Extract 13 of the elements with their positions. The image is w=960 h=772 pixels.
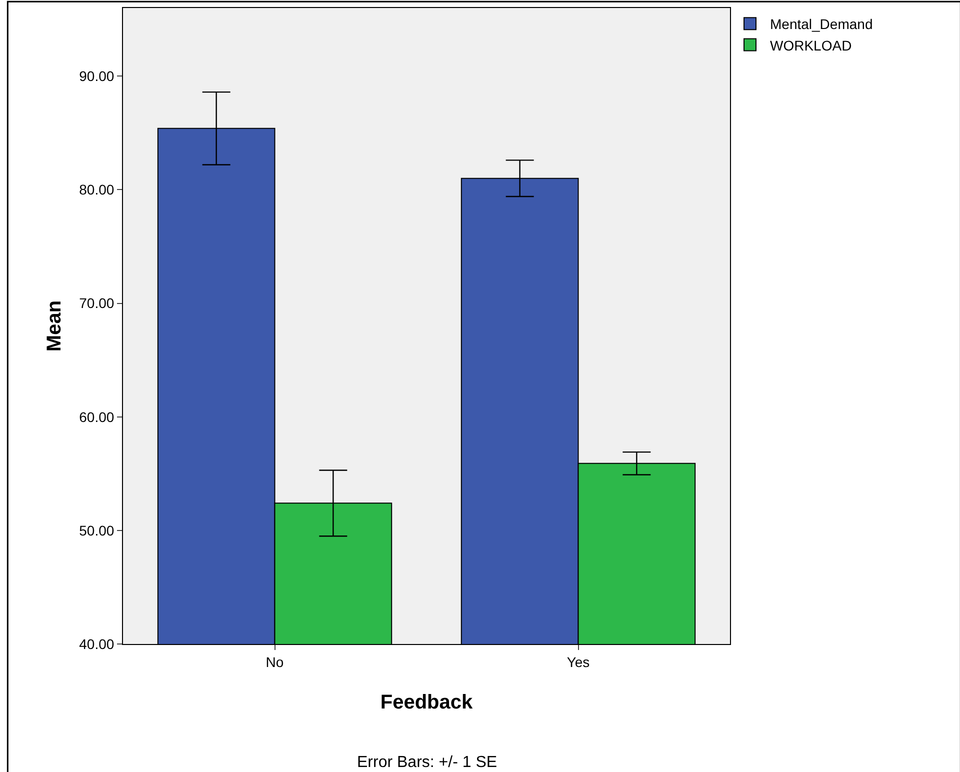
x-tick-label: Yes [566, 654, 590, 670]
y-tick-label: 90.00 [79, 68, 114, 84]
x-tick-label: No [266, 654, 284, 670]
y-tick-label: 60.00 [79, 408, 114, 425]
y-tick-label: 80.00 [79, 182, 114, 198]
y-tick-label: 50.00 [79, 522, 114, 538]
x-axis-title: Feedback [380, 691, 474, 714]
legend-label: Mental_Demand [770, 16, 873, 32]
y-tick-label: 70.00 [79, 295, 114, 312]
y-axis-title: Mean [44, 300, 66, 352]
legend-label: WORKLOAD [770, 37, 852, 54]
text: Error Bars: +/- 1 SE [357, 754, 498, 771]
y-tick-label: 40.00 [79, 636, 114, 652]
